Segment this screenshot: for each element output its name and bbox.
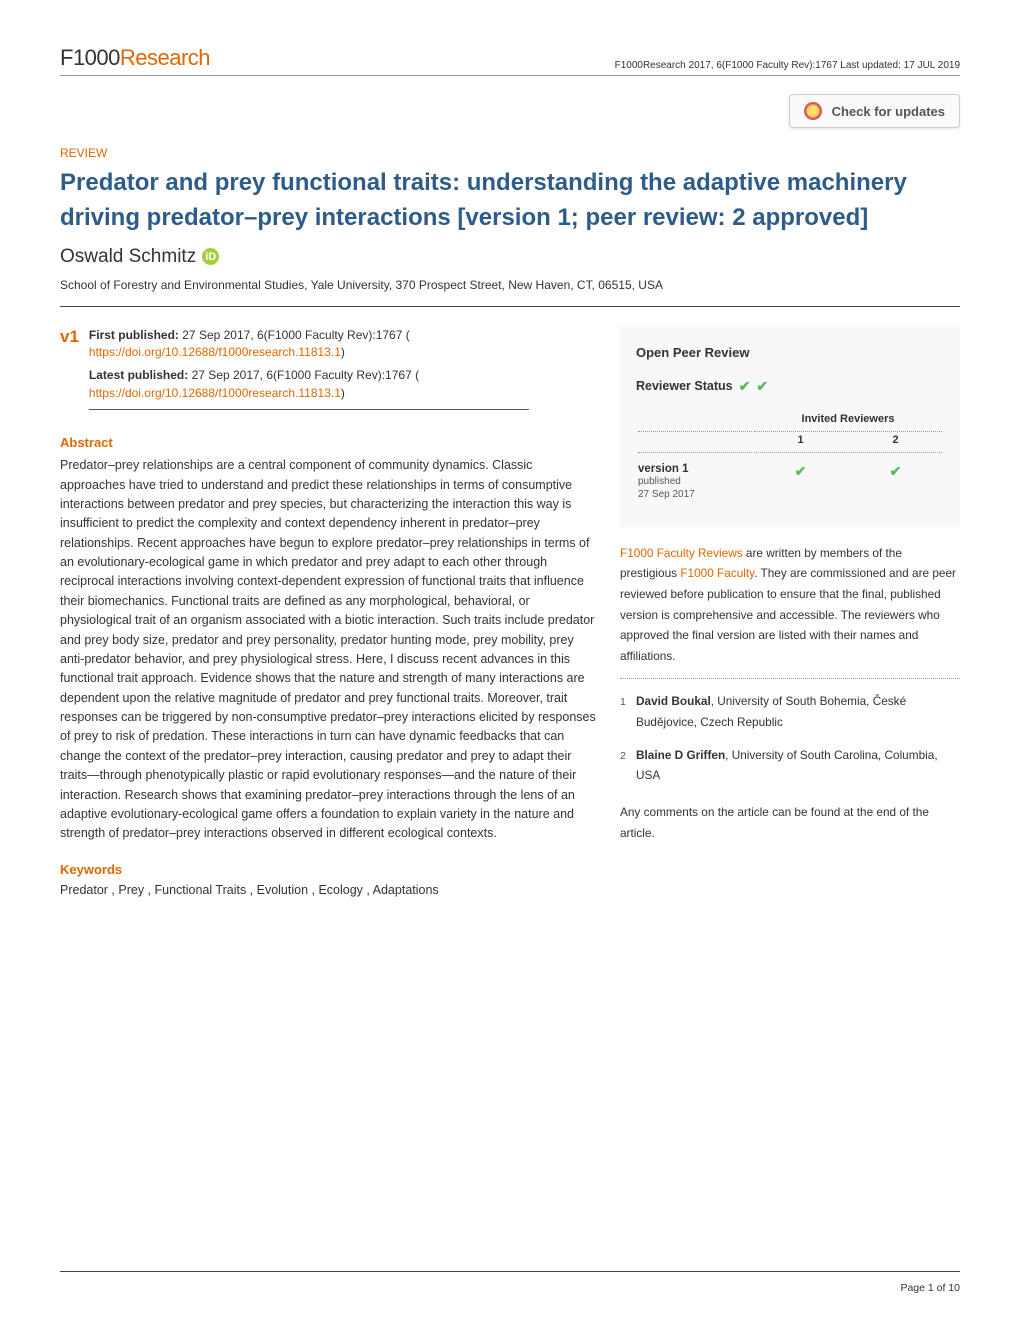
check-updates-button[interactable]: Check for updates	[789, 94, 960, 128]
journal-logo: F1000Research	[60, 45, 210, 71]
version-badge: v1	[60, 327, 79, 347]
version-date: 27 Sep 2017	[638, 488, 752, 501]
check-updates-label: Check for updates	[832, 104, 945, 119]
logo-left: F1000	[60, 45, 120, 70]
approve-check-icon-2[interactable]: ✔	[890, 463, 902, 479]
first-doi-link[interactable]: https://doi.org/10.12688/f1000research.1…	[89, 345, 341, 359]
abstract-heading: Abstract	[60, 435, 600, 450]
version-label[interactable]: version 1	[638, 463, 752, 475]
first-published-label: First published:	[89, 328, 179, 342]
left-column: v1 First published: 27 Sep 2017, 6(F1000…	[60, 327, 600, 897]
main-columns: v1 First published: 27 Sep 2017, 6(F1000…	[60, 327, 960, 897]
invited-reviewers-label: Invited Reviewers	[754, 413, 942, 432]
pub-info-block: v1 First published: 27 Sep 2017, 6(F1000…	[60, 327, 600, 418]
reviewer-num-2: 2	[620, 745, 636, 786]
reviewer-item-1: 1 David Boukal, University of South Bohe…	[620, 691, 960, 732]
reviewer-name-1: David Boukal	[636, 694, 711, 708]
header-meta: F1000Research 2017, 6(F1000 Faculty Rev)…	[615, 60, 960, 71]
faculty-review-info: F1000 Faculty Reviews are written by mem…	[620, 543, 960, 667]
author-line: Oswald Schmitz iD	[60, 246, 960, 268]
reviewer-list: 1 David Boukal, University of South Bohe…	[620, 691, 960, 786]
page-number: Page 1 of 10	[900, 1282, 960, 1294]
f1000-faculty-reviews-link[interactable]: F1000 Faculty Reviews	[620, 546, 743, 560]
latest-published-text: 27 Sep 2017, 6(F1000 Faculty Rev):1767 (	[188, 368, 419, 382]
latest-published-line: Latest published: 27 Sep 2017, 6(F1000 F…	[89, 367, 529, 402]
affiliation: School of Forestry and Environmental Stu…	[60, 278, 960, 292]
status-check-icon-1: ✔	[739, 378, 751, 395]
reviewer-status-label: Reviewer Status	[636, 379, 733, 393]
keywords-heading: Keywords	[60, 862, 600, 877]
peer-review-box: Open Peer Review Reviewer Status ✔ ✔ Inv…	[620, 327, 960, 527]
right-column: Open Peer Review Reviewer Status ✔ ✔ Inv…	[620, 327, 960, 897]
dotted-divider	[620, 678, 960, 679]
reviewer-num-1: 1	[620, 691, 636, 732]
pub-details: First published: 27 Sep 2017, 6(F1000 Fa…	[89, 327, 529, 418]
paren-close-2: )	[341, 386, 345, 400]
footer-divider	[60, 1271, 960, 1272]
pub-separator	[89, 409, 529, 410]
version-published: published	[638, 475, 752, 488]
article-type-label: REVIEW	[60, 146, 960, 160]
comments-note: Any comments on the article can be found…	[620, 802, 960, 843]
header-bar: F1000Research F1000Research 2017, 6(F100…	[60, 45, 960, 76]
first-published-line: First published: 27 Sep 2017, 6(F1000 Fa…	[89, 327, 529, 362]
logo-right: Research	[120, 45, 210, 70]
reviewer-item-2: 2 Blaine D Griffen, University of South …	[620, 745, 960, 786]
approve-check-icon-1[interactable]: ✔	[795, 463, 807, 479]
author-name[interactable]: Oswald Schmitz	[60, 246, 196, 268]
keywords-text: Predator , Prey , Functional Traits , Ev…	[60, 883, 600, 897]
info-text-d: . They are commissioned and are peer rev…	[620, 566, 956, 663]
f1000-faculty-link[interactable]: F1000 Faculty	[680, 566, 754, 580]
reviewer-col-1: 1	[754, 434, 847, 453]
divider	[60, 306, 960, 307]
latest-doi-link[interactable]: https://doi.org/10.12688/f1000research.1…	[89, 386, 341, 400]
paren-close-1: )	[341, 345, 345, 359]
orcid-icon[interactable]: iD	[202, 248, 219, 265]
peer-review-heading: Open Peer Review	[636, 345, 944, 360]
article-title: Predator and prey functional traits: und…	[60, 166, 960, 236]
first-published-text: 27 Sep 2017, 6(F1000 Faculty Rev):1767 (	[179, 328, 410, 342]
latest-published-label: Latest published:	[89, 368, 188, 382]
reviewer-status-row: Reviewer Status ✔ ✔	[636, 378, 944, 395]
status-check-icon-2: ✔	[756, 378, 768, 395]
abstract-text: Predator–prey relationships are a centra…	[60, 456, 600, 844]
reviewer-table: Invited Reviewers 1 2 version 1 publishe…	[636, 411, 944, 503]
reviewer-col-2: 2	[849, 434, 942, 453]
crossmark-icon	[804, 102, 822, 120]
reviewer-name-2: Blaine D Griffen	[636, 748, 725, 762]
